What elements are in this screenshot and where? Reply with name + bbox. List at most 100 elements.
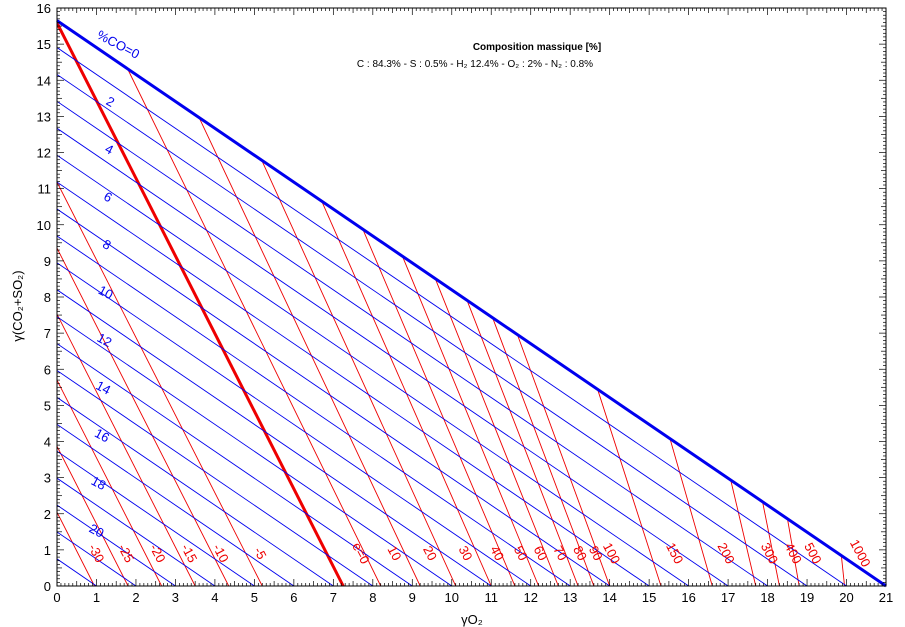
y-tick-label: 2 [44,507,51,522]
y-tick-label: 3 [44,471,51,486]
excess-air-line [597,389,662,586]
co-line [57,370,374,586]
excess-air-line [127,68,382,586]
plot-frame [56,7,887,587]
x-tick-label: 0 [53,590,60,605]
excess-air-label: -20 [147,541,169,565]
excess-air-label: -15 [178,541,200,565]
excess-air-label: -25 [115,541,137,565]
axis-ticks [56,7,887,587]
x-tick-label: 1 [93,590,100,605]
co-series-label: 8 [100,236,113,253]
x-tick-label: 10 [445,590,459,605]
excess-air-label: 90 [586,543,606,563]
x-tick-label: 19 [800,590,814,605]
co-line [57,343,413,586]
x-tick-label: 5 [251,590,258,605]
axis-tick-labels: 0 1 2 3 4 5 6 7 8 9 10 11 12 13 14 15 16 17 18 19 20 21012345… [37,1,894,605]
y-tick-label: 4 [44,435,51,450]
excess-air-line [57,512,95,586]
excess-air-label: -5 [251,545,270,562]
co-series-label: 2 [104,93,117,110]
excess-air-line [402,256,540,586]
co-line [57,262,531,586]
x-tick-label: 9 [409,590,416,605]
excess-air-label: 80 [570,543,590,563]
y-tick-label: 16 [37,1,51,16]
x-tick-label: 8 [369,590,376,605]
excess-air-label: 30 [456,543,476,563]
co-line [57,127,729,586]
x-tick-label: 7 [330,590,337,605]
excess-air-line [840,555,845,586]
x-tick-label: 20 [839,590,853,605]
y-tick-label: 13 [37,109,51,124]
co-series-label: 14 [93,378,113,398]
y-axis-title: γ(CO₂+SO₂) [10,270,25,341]
co-line [57,74,808,586]
excess-air-line [57,247,230,586]
excess-air-line [516,334,611,586]
excess-air-label: -30 [85,541,107,565]
co-line [57,101,768,586]
excess-air-line [492,317,595,586]
y-tick-label: 14 [37,73,51,88]
y-tick-label: 9 [44,254,51,269]
excess-air-label: 10 [385,543,405,563]
co-series-label: 6 [101,189,114,206]
x-tick-label: 14 [602,590,616,605]
y-tick-label: 12 [37,146,51,161]
co-line [57,423,295,586]
co-line [57,181,650,586]
y-tick-label: 1 [44,543,51,558]
excess-air-line [730,480,757,586]
co-lines [57,47,847,586]
excess-air-line-e0 [57,19,345,586]
co-line [57,316,453,586]
boundary-line [56,19,887,588]
y-tick-label: 6 [44,362,51,377]
co-series-label: 16 [92,425,112,445]
co-line [57,154,689,586]
excess-air-label: 50 [511,543,531,563]
x-tick-label: 11 [484,590,498,605]
excess-air-lines [57,19,845,586]
co-line [57,235,571,586]
plot-border [56,7,887,587]
y-tick-label: 10 [37,218,51,233]
co-series-label: %CO=0 [95,27,143,62]
excess-air-line [57,445,129,586]
x-tick-label: 16 [681,590,695,605]
excess-air-line [57,181,263,586]
excess-air-label: 100 [600,540,623,566]
excess-air-line [198,117,421,586]
co-series-label: 10 [96,282,116,302]
x-tick-label: 4 [211,590,218,605]
co-line [57,450,255,586]
excess-air-label: 40 [487,543,507,563]
co-series-label: 20 [87,521,107,541]
co-line [57,289,492,586]
excess-air-line [466,300,579,586]
x-tick-label: 6 [290,590,297,605]
excess-air-line [762,501,780,586]
excess-air-line [362,229,516,586]
co-line [57,558,97,586]
excess-air-label: 70 [550,543,570,563]
co-line [57,504,176,586]
x-axis-title: γO₂ [461,612,483,627]
co-line [57,477,216,586]
chart-title: Composition massique [%] [473,42,601,53]
excess-air-line [57,379,163,586]
excess-air-label: -10 [210,541,232,565]
co-series-label: 4 [103,141,116,158]
co-line [57,531,137,586]
x-tick-label: 21 [879,590,893,605]
excess-air-line [669,438,713,586]
x-tick-label: 2 [132,590,139,605]
co-line [57,397,334,586]
co-series-label: 12 [95,330,115,350]
co-series-label: 18 [89,473,109,493]
